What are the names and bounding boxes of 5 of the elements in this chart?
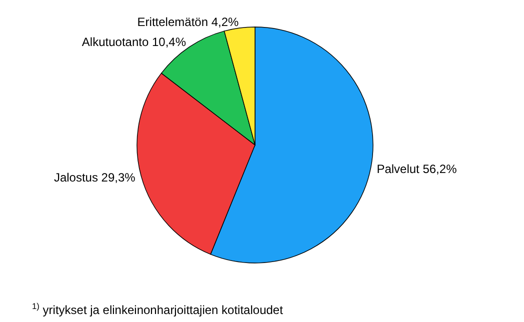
slice-label: Alkutuotanto 10,4% (82, 34, 186, 49)
slice-label: Jalostus 29,3% (54, 170, 136, 184)
slice-label: Erittelemätön 4,2% (137, 15, 240, 30)
slice-label: Palvelut 56,2% (376, 162, 458, 176)
text: $^{1)}$ yritykset ja elinkeinonharjoittajien kotitaloudet (32, 301, 284, 317)
